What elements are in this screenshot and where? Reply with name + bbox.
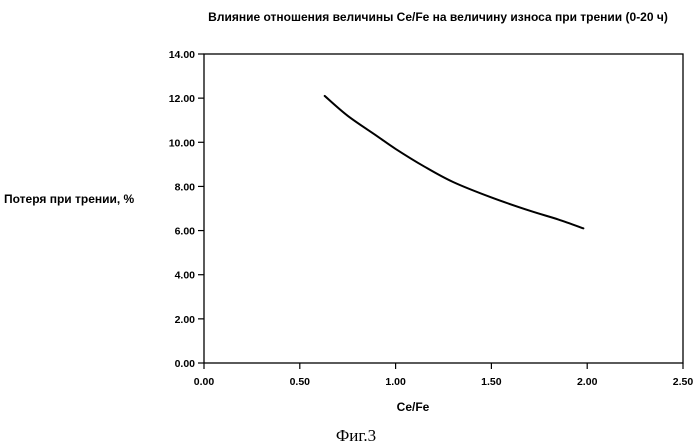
y-axis-label: Потеря при трении, % (4, 192, 135, 206)
y-tick-label: 2.00 (175, 314, 196, 326)
x-axis-ticks: 0.00 0.50 1.00 1.50 2.00 2.50 (194, 363, 694, 388)
figure-caption: Фиг.3 (336, 426, 376, 445)
series-line-0 (325, 96, 584, 228)
x-axis-label: Ce/Fe (397, 400, 430, 414)
chart-title: Влияние отношения величины Ce/Fe на вели… (208, 10, 668, 24)
x-tick-label: 0.50 (290, 376, 311, 388)
y-tick-label: 8.00 (175, 181, 196, 193)
plot-frame (204, 54, 683, 363)
y-tick-label: 12.00 (169, 93, 195, 105)
y-tick-label: 10.00 (169, 137, 195, 149)
x-tick-label: 0.00 (194, 376, 215, 388)
x-tick-label: 2.00 (577, 376, 598, 388)
y-tick-label: 6.00 (175, 226, 196, 238)
x-tick-label: 1.50 (481, 376, 502, 388)
y-tick-label: 14.00 (169, 49, 195, 61)
y-axis-ticks: 0.00 2.00 4.00 6.00 8.00 10.00 12.00 14.00 (169, 49, 204, 370)
y-tick-label: 4.00 (175, 270, 196, 282)
x-tick-label: 2.50 (673, 376, 694, 388)
x-tick-label: 1.00 (385, 376, 406, 388)
y-tick-label: 0.00 (175, 358, 196, 370)
